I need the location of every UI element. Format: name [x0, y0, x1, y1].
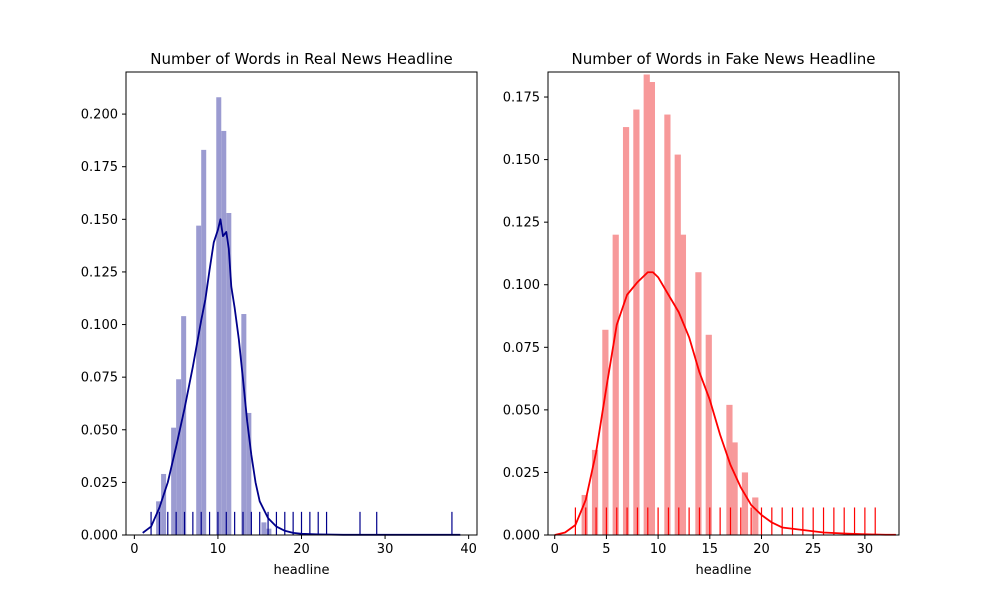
real-news-hist-bar-3 [176, 379, 182, 535]
real-news-hist-bar-8 [221, 130, 227, 535]
fake-news-hist-bar-2 [602, 329, 609, 535]
real-news-y-tick-label-2: 0.050 [81, 423, 118, 438]
fake-news-hist-bar-4 [622, 127, 630, 535]
fake-news-hist-bar-15 [741, 472, 749, 535]
fake-news-panel: Number of Words in Fake News Headline he… [503, 50, 900, 578]
fake-news-hist-bar-6 [643, 74, 650, 535]
fake-news-hist-bar-0 [581, 494, 588, 535]
real-news-hist-bar-10 [241, 314, 247, 535]
fake-news-rug [574, 507, 876, 535]
fake-news-x-tick-label-6: 30 [857, 542, 874, 557]
real-news-hist-bar-0 [156, 501, 162, 535]
fake-news-hist-bar-11 [695, 272, 702, 535]
real-news-y-tick-label-0: 0.000 [81, 529, 118, 544]
fake-news-x-tick-label-4: 20 [753, 542, 770, 557]
fake-news-x-tick-label-0: 0 [551, 542, 559, 557]
fake-news-x-axis-label: headline [696, 563, 752, 578]
real-news-y-tick-label-6: 0.150 [81, 213, 118, 228]
real-news-hist-bar-2 [171, 427, 177, 535]
real-news-x-tick-label-3: 30 [377, 542, 394, 557]
fake-news-hist-bar-16 [752, 497, 759, 535]
fake-news-y-tick-label-0: 0.000 [503, 529, 540, 544]
real-news-hist-bar-1 [161, 473, 167, 535]
real-news-y-tick-label-7: 0.175 [81, 160, 118, 175]
real-news-y-ticks: 0.000 0.025 0.050 0.075 0.100 0.125 0.150 0.175… [81, 108, 126, 544]
real-news-panel: Number of Words in Real News Headline he… [81, 50, 478, 578]
real-news-x-axis-label: headline [274, 563, 330, 578]
real-news-x-tick-label-0: 0 [130, 542, 138, 557]
fake-news-hist-bar-8 [664, 114, 671, 536]
real-news-hist-bar-13 [266, 528, 272, 535]
fake-news-plot-frame [547, 71, 900, 536]
fake-news-hist-bar-3 [612, 234, 619, 535]
fake-news-hist-bar-7 [648, 82, 655, 535]
fake-news-y-tick-label-4: 0.100 [503, 278, 540, 293]
real-news-hist-bar-6 [201, 149, 207, 535]
fake-news-hist-bar-1 [591, 449, 599, 535]
fake-news-kde-line [554, 271, 896, 536]
fake-news-y-tick-label-6: 0.150 [503, 153, 540, 168]
fake-news-hist-bar-5 [633, 109, 640, 535]
fake-news-x-tick-label-2: 10 [650, 542, 667, 557]
real-news-x-tick-label-2: 20 [293, 542, 310, 557]
fake-news-hist-bar-10 [679, 234, 687, 535]
real-news-y-tick-label-5: 0.125 [81, 265, 118, 280]
real-news-rug [150, 511, 453, 535]
fake-news-hist-bar-13 [726, 404, 733, 535]
real-news-kde-line [142, 218, 461, 536]
real-news-hist-bar-11 [246, 412, 252, 535]
real-news-chart-title: Number of Words in Real News Headline [150, 50, 453, 68]
real-news-hist-bar-7 [216, 97, 222, 535]
real-news-histogram [156, 97, 272, 535]
real-news-x-tick-label-4: 40 [460, 542, 477, 557]
real-news-hist-bar-4 [181, 316, 187, 535]
fake-news-y-tick-label-3: 0.075 [503, 341, 540, 356]
real-news-x-ticks: 0 10 20 30 40 [130, 535, 477, 557]
real-news-hist-bar-9 [226, 213, 232, 535]
fake-news-y-tick-label-5: 0.125 [503, 216, 540, 231]
real-news-y-tick-label-8: 0.200 [81, 108, 118, 123]
fake-news-y-tick-label-1: 0.025 [503, 466, 540, 481]
real-news-y-tick-label-4: 0.100 [81, 318, 118, 333]
fake-news-x-ticks: 0 5 10 15 20 25 30 [551, 535, 874, 557]
real-news-hist-bar-5 [196, 225, 202, 535]
fake-news-hist-bar-14 [731, 442, 738, 535]
fake-news-hist-bar-12 [705, 334, 712, 535]
fake-news-x-tick-label-5: 25 [805, 542, 822, 557]
real-news-x-tick-label-1: 10 [210, 542, 227, 557]
fake-news-y-tick-label-2: 0.050 [503, 403, 540, 418]
real-news-y-tick-label-1: 0.025 [81, 476, 118, 491]
real-news-y-tick-label-3: 0.075 [81, 371, 118, 386]
fake-news-y-tick-label-7: 0.175 [503, 91, 540, 106]
fake-news-hist-bar-9 [674, 154, 681, 535]
fake-news-x-tick-label-3: 15 [702, 542, 719, 557]
fake-news-x-tick-label-1: 5 [602, 542, 610, 557]
fake-news-chart-title: Number of Words in Fake News Headline [571, 50, 875, 68]
fake-news-histogram [581, 74, 759, 536]
real-news-hist-bar-12 [261, 522, 267, 535]
fake-news-y-ticks: 0.000 0.025 0.050 0.075 0.100 0.125 0.150 0.175 [503, 91, 548, 544]
